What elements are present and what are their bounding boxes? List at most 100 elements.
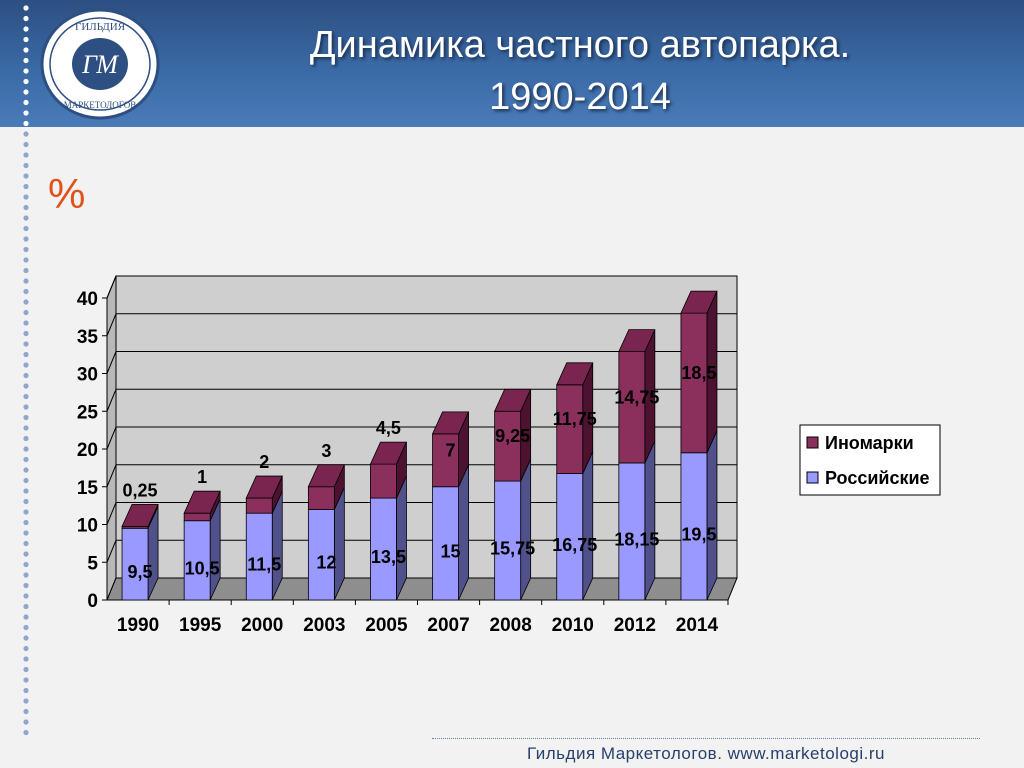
decor-dot [23,110,29,116]
decor-dot [23,5,29,11]
decor-dot [23,393,29,400]
x-tick-label: 2014 [676,615,719,636]
chart-legend: Иномарки Российские [799,424,941,496]
decor-dot [23,561,29,568]
x-tick-label: 1995 [179,615,222,636]
decor-dot [23,467,29,473]
bar-rossiyskie [121,527,149,601]
footer-text: Гильдия Маркетологов. www.marketologi.ru [527,744,885,763]
decor-dot [23,351,29,358]
decor-dot [23,530,29,536]
decor-dot [23,698,29,704]
decor-dot [23,414,29,421]
decor-dot [23,99,29,106]
x-tick-label: 2012 [614,615,656,636]
label-inomarki: 0,25 [123,480,158,500]
decor-dot [23,456,29,463]
decor-dot [23,183,29,190]
decor-dot [23,131,29,137]
bar-inomarki [370,463,397,499]
decor-dot [23,708,29,715]
label-rossiyskie: 16,75 [552,535,597,555]
bar-top [618,329,656,353]
logo-top-text: ГИЛЬДИЯ [75,21,126,33]
decor-dot [23,225,29,232]
decor-dot [23,330,29,337]
decor-dot [23,246,29,253]
legend-box [799,424,941,496]
decor-dot [23,173,29,179]
unit-label: % [48,170,86,217]
label-inomarki: 1 [197,467,207,487]
label-rossiyskie: 11,5 [247,555,281,575]
decor-dot [23,383,29,389]
decor-dot [23,78,29,85]
decor-dot [23,68,29,74]
data-labels: 9,5 0,25 10,5 1 11,5 2 12 3 13,5 4,5 15 7 15,75 9,25 1… [123,363,717,582]
guild-logo: ГМ ГИЛЬДИЯ МАРКЕТОЛОГОВ [40,8,160,120]
page-subtitle: 1990-2014 [489,76,671,118]
decor-dot [23,593,29,599]
decor-dot [23,362,29,368]
decor-dot [23,152,29,158]
label-inomarki: 7 [446,440,456,460]
bar-rossiyskie-side [706,430,718,601]
decor-dot [23,89,29,95]
decor-dot [23,309,29,316]
decor-dot [23,267,29,274]
decor-dot [23,666,29,673]
bar-inomarki [556,384,584,474]
decor-dot [23,299,29,305]
bar-rossiyskie-side [582,451,594,601]
decor-dot [23,719,29,725]
bar-rossiyskie [432,486,459,601]
bar-rossiyskie [556,473,584,601]
label-inomarki: 2 [259,452,269,472]
bar-top [556,362,594,386]
label-inomarki: 4,5 [376,418,401,438]
decor-dot [23,635,29,641]
decor-dot [23,120,29,127]
bar-top [369,441,408,465]
y-tick-label: 5 [87,553,98,574]
decor-dot [23,687,29,694]
decor-dot [23,425,29,431]
gridline [106,313,737,336]
decor-dot [23,15,29,22]
label-inomarki: 14,75 [614,387,659,407]
decor-dot [23,341,29,347]
bar-top [494,388,532,412]
decor-dot [23,603,29,610]
bar-rossiyskie-side [644,440,656,601]
bar-top [121,503,159,527]
label-inomarki: 3 [321,441,331,461]
decor-dot [23,435,29,442]
gridline [106,275,737,299]
x-tick-label: 2000 [241,615,283,636]
bar-rossiyskie-side [520,458,532,601]
bar-rossiyskie [307,508,335,601]
decorative-dots [23,5,29,736]
y-tick-label: 40 [77,289,98,310]
decor-dot [23,404,29,410]
decor-dot [23,57,29,64]
decor-dot [23,36,29,43]
decor-dot [23,278,29,284]
decor-dot [23,614,29,620]
header-bar [0,0,1024,127]
y-tick-label: 0 [87,591,98,612]
legend-swatch-rossiyskie [806,471,819,484]
decor-dot [23,488,29,494]
x-tick-label: 2010 [552,615,594,636]
bar-rossiyskie [680,452,708,601]
decor-dot [23,204,29,211]
decor-dot [23,477,29,484]
x-tick-label: 2003 [303,615,345,636]
y-tick-label: 30 [77,365,98,386]
decor-dot [23,551,29,557]
decor-dot [23,236,29,242]
y-tick-label: 35 [77,327,99,348]
x-tick-label: 1990 [117,615,159,636]
label-inomarki: 9,25 [495,426,530,446]
